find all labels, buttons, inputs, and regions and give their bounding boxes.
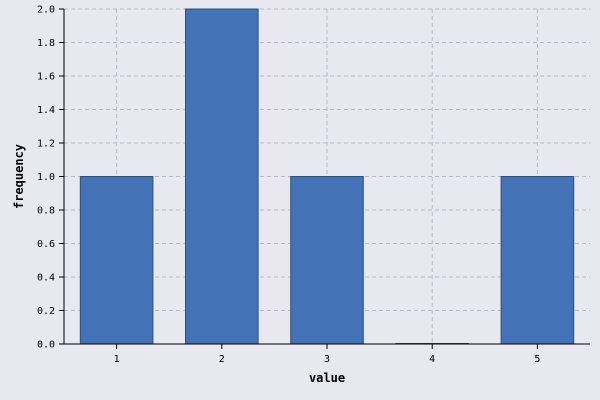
y-tick-label: 0.4 (37, 273, 55, 284)
y-tick-label: 1.0 (37, 172, 55, 183)
bar-5 (500, 176, 575, 345)
x-axis-title: value (309, 371, 345, 385)
x-tick-label: 2 (219, 354, 225, 365)
y-tick-label: 1.4 (37, 105, 55, 116)
bar-1 (79, 176, 154, 345)
y-tick-label: 1.2 (37, 139, 55, 150)
y-tick-label: 0.0 (37, 340, 55, 351)
x-tick-label: 1 (114, 354, 120, 365)
bar-2 (185, 8, 259, 345)
x-tick-label: 3 (324, 354, 330, 365)
y-tick-label: 0.6 (37, 239, 55, 250)
x-tick-label: 4 (429, 354, 435, 365)
y-tick-label: 0.8 (37, 206, 55, 217)
bar-3 (290, 176, 364, 345)
y-tick-label: 2.0 (37, 5, 55, 16)
y-tick-label: 0.2 (37, 306, 55, 317)
x-ticks: 1 2 3 4 5 (114, 344, 540, 365)
y-axis-title: frequency (12, 144, 26, 209)
x-tick-label: 5 (534, 354, 540, 365)
y-tick-label: 1.8 (37, 38, 55, 49)
bars-layer (79, 8, 575, 345)
y-ticks: 0.0 0.2 0.4 0.6 0.8 1.0 1.2 1.4 1.6 1.8 2.0 (37, 5, 64, 351)
y-tick-label: 1.6 (37, 72, 55, 83)
